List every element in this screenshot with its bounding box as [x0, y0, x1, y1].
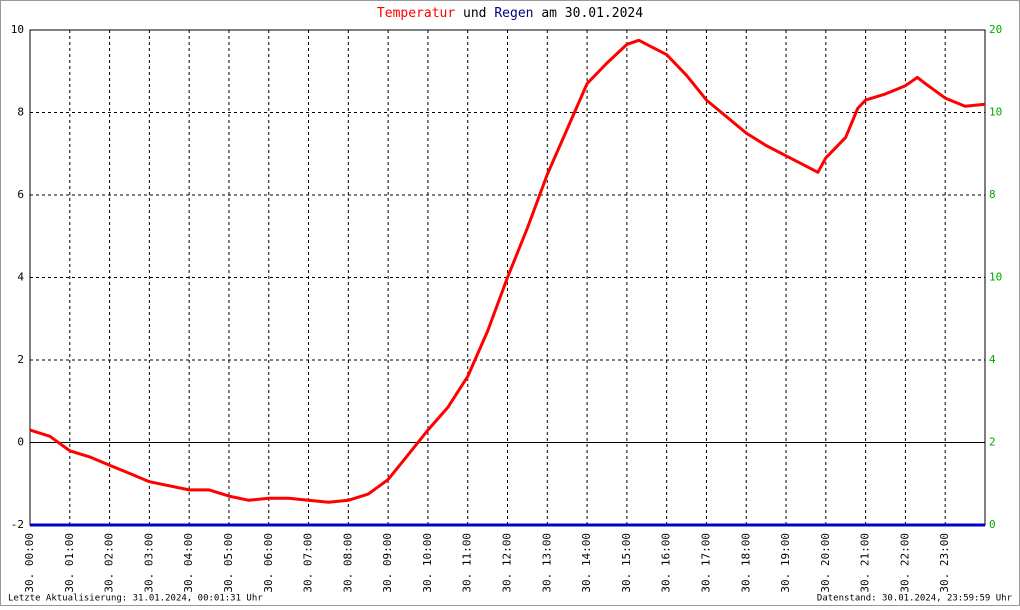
x-tick-label: 30. 17:00 — [699, 533, 712, 593]
x-tick-label: 30. 20:00 — [819, 533, 832, 593]
x-tick-label: 30. 04:00 — [182, 533, 195, 593]
y2-tick-label: 4 — [989, 353, 996, 366]
x-tick-label: 30. 18:00 — [739, 533, 752, 593]
y2-tick-label: 20 — [989, 23, 1002, 36]
x-tick-label: 30. 22:00 — [898, 533, 911, 593]
x-tick-label: 30. 12:00 — [501, 533, 514, 593]
y-tick-label: 6 — [17, 188, 24, 201]
x-tick-label: 30. 10:00 — [421, 533, 434, 593]
y2-tick-label: 10 — [989, 106, 1002, 119]
title-part: Temperatur — [377, 6, 455, 21]
y-tick-label: -2 — [11, 518, 24, 531]
x-tick-label: 30. 02:00 — [103, 533, 116, 593]
x-tick-label: 30. 08:00 — [341, 533, 354, 593]
x-tick-label: 30. 19:00 — [779, 533, 792, 593]
x-tick-label: 30. 11:00 — [461, 533, 474, 593]
x-tick-label: 30. 13:00 — [540, 533, 553, 593]
y2-tick-label: 8 — [989, 188, 996, 201]
x-tick-label: 30. 16:00 — [660, 533, 673, 593]
title-part: Regen — [494, 6, 533, 21]
x-tick-label: 30. 07:00 — [302, 533, 315, 593]
y2-tick-label: 2 — [989, 436, 996, 449]
x-tick-label: 30. 14:00 — [580, 533, 593, 593]
y2-tick-label: 10 — [989, 271, 1002, 284]
x-tick-label: 30. 09:00 — [381, 533, 394, 593]
y-tick-label: 4 — [17, 271, 24, 284]
x-tick-label: 30. 21:00 — [859, 533, 872, 593]
footer-left: Letzte Aktualisierung: 31.01.2024, 00:01… — [8, 594, 263, 604]
footer-right: Datenstand: 30.01.2024, 23:59:59 Uhr — [817, 594, 1013, 604]
y-tick-label: 2 — [17, 353, 24, 366]
x-tick-label: 30. 15:00 — [620, 533, 633, 593]
x-tick-label: 30. 03:00 — [142, 533, 155, 593]
x-tick-label: 30. 01:00 — [63, 533, 76, 593]
x-tick-label: 30. 23:00 — [938, 533, 951, 593]
x-tick-label: 30. 06:00 — [262, 533, 275, 593]
y-tick-label: 0 — [17, 436, 24, 449]
title-part: und — [463, 6, 486, 21]
title-part: am 30.01.2024 — [541, 6, 643, 21]
x-tick-label: 30. 05:00 — [222, 533, 235, 593]
series-line — [29, 38, 986, 504]
chart-title: Temperatur und Regen am 30.01.2024 — [377, 6, 643, 21]
y2-tick-label: 0 — [989, 518, 996, 531]
y-tick-label: 10 — [11, 23, 24, 36]
x-tick-label: 30. 00:00 — [23, 533, 36, 593]
y-tick-label: 8 — [17, 106, 24, 119]
